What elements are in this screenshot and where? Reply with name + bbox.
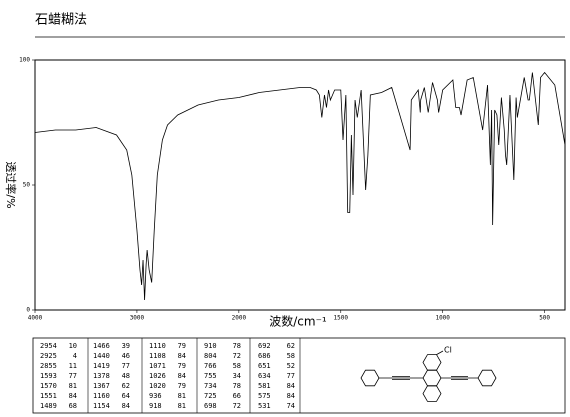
peak-wavenumber: 686 — [258, 352, 271, 360]
peak-wavenumber: 2925 — [40, 352, 57, 360]
peak-transmittance: 79 — [178, 342, 186, 350]
peak-transmittance: 77 — [287, 372, 295, 380]
peak-transmittance: 81 — [178, 392, 186, 400]
peak-transmittance: 66 — [233, 392, 241, 400]
peak-transmittance: 62 — [287, 342, 295, 350]
peak-wavenumber: 1108 — [149, 352, 166, 360]
plot-frame — [34, 59, 566, 311]
peak-wavenumber: 1110 — [149, 342, 166, 350]
peak-wavenumber: 581 — [258, 382, 271, 390]
peak-wavenumber: 692 — [258, 342, 271, 350]
peak-wavenumber: 1367 — [93, 382, 110, 390]
peak-transmittance: 48 — [122, 372, 130, 380]
peak-transmittance: 78 — [233, 382, 241, 390]
y-axis-label: 透过率/% — [4, 161, 18, 208]
peak-wavenumber: 910 — [204, 342, 217, 350]
peak-wavenumber: 1160 — [93, 392, 110, 400]
peak-wavenumber: 918 — [149, 402, 162, 410]
peak-wavenumber: 531 — [258, 402, 271, 410]
x-axis-label: 波数/cm⁻¹ — [269, 314, 327, 329]
peak-transmittance: 84 — [178, 372, 186, 380]
peak-wavenumber: 725 — [204, 392, 217, 400]
peak-transmittance: 72 — [233, 352, 241, 360]
structure — [360, 350, 497, 402]
peak-transmittance: 81 — [178, 402, 186, 410]
x-tick-label: 1000 — [435, 315, 450, 322]
peak-transmittance: 84 — [69, 392, 77, 400]
peak-wavenumber: 1440 — [93, 352, 110, 360]
peak-wavenumber: 575 — [258, 392, 271, 400]
peak-wavenumber: 1551 — [40, 392, 57, 400]
peak-transmittance: 79 — [178, 382, 186, 390]
structure-label: Cl — [444, 346, 452, 355]
y-tick-label: 50 — [23, 182, 31, 189]
peak-transmittance: 81 — [69, 382, 77, 390]
x-tick-label: 3000 — [130, 315, 145, 322]
peak-wavenumber: 1378 — [93, 372, 110, 380]
peak-transmittance: 84 — [122, 402, 130, 410]
peak-transmittance: 68 — [69, 402, 77, 410]
peak-wavenumber: 804 — [204, 352, 217, 360]
x-tick-label: 4000 — [28, 315, 43, 322]
peak-wavenumber: 634 — [258, 372, 271, 380]
peak-transmittance: 77 — [69, 372, 77, 380]
peak-wavenumber: 1570 — [40, 382, 57, 390]
peak-table — [32, 337, 566, 414]
peak-wavenumber: 1593 — [40, 372, 57, 380]
peak-wavenumber: 2954 — [40, 342, 57, 350]
peak-transmittance: 34 — [233, 372, 241, 380]
peak-transmittance: 64 — [122, 392, 130, 400]
peak-wavenumber: 698 — [204, 402, 217, 410]
peak-transmittance: 77 — [122, 362, 130, 370]
peak-transmittance: 10 — [69, 342, 77, 350]
peak-transmittance: 46 — [122, 352, 130, 360]
peak-wavenumber: 755 — [204, 372, 217, 380]
peak-wavenumber: 2855 — [40, 362, 57, 370]
peak-wavenumber: 936 — [149, 392, 162, 400]
peak-transmittance: 11 — [69, 362, 77, 370]
peak-wavenumber: 1020 — [149, 382, 166, 390]
peak-transmittance: 72 — [233, 402, 241, 410]
peak-transmittance: 74 — [287, 402, 295, 410]
peak-transmittance: 62 — [122, 382, 130, 390]
peak-wavenumber: 1026 — [149, 372, 166, 380]
peak-transmittance: 84 — [287, 382, 295, 390]
peak-wavenumber: 766 — [204, 362, 217, 370]
peak-transmittance: 52 — [287, 362, 295, 370]
peak-wavenumber: 1489 — [40, 402, 57, 410]
peak-transmittance: 84 — [287, 392, 295, 400]
peak-wavenumber: 1466 — [93, 342, 110, 350]
y-tick-label: 0 — [26, 307, 30, 314]
peak-wavenumber: 1071 — [149, 362, 166, 370]
page-title: 石蜡糊法 — [35, 12, 87, 28]
peak-transmittance: 79 — [178, 362, 186, 370]
peak-transmittance: 4 — [73, 352, 77, 360]
peak-wavenumber: 1419 — [93, 362, 110, 370]
peak-transmittance: 58 — [287, 352, 295, 360]
y-tick-label: 100 — [19, 57, 30, 64]
peak-transmittance: 84 — [178, 352, 186, 360]
peak-transmittance: 58 — [233, 362, 241, 370]
peak-wavenumber: 1154 — [93, 402, 110, 410]
peak-wavenumber: 734 — [204, 382, 217, 390]
x-tick-label: 2000 — [232, 315, 247, 322]
peak-wavenumber: 651 — [258, 362, 271, 370]
x-tick-label: 1500 — [334, 315, 349, 322]
x-tick-label: 500 — [539, 315, 550, 322]
peak-transmittance: 78 — [233, 342, 241, 350]
peak-transmittance: 39 — [122, 342, 130, 350]
spectrum-line — [34, 71, 566, 301]
